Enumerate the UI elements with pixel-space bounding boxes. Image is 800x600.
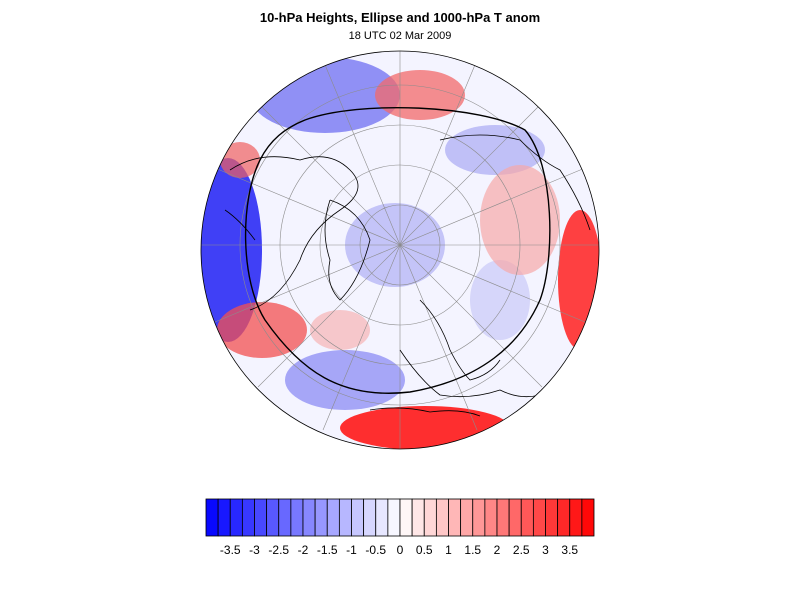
coastlines-icon — [224, 134, 591, 417]
colorbar-bin — [581, 498, 595, 537]
colorbar-bin — [351, 498, 365, 537]
colorbar-bin — [241, 498, 255, 537]
vortex-ellipse-icon — [244, 106, 551, 394]
colorbar-tick-label: 0.5 — [415, 543, 433, 557]
colorbar-bin — [484, 498, 498, 537]
colorbar-bin — [302, 498, 316, 537]
colorbar-bin — [375, 498, 389, 537]
colorbar-bin — [569, 498, 583, 537]
map-subtitle: 18 UTC 02 Mar 2009 — [348, 30, 452, 42]
colorbar-tick-label: 3 — [542, 543, 549, 557]
colorbar-tick-label: -1 — [346, 543, 357, 557]
colorbar-bin — [508, 498, 522, 537]
map-title: 10-hPa Heights, Ellipse and 1000-hPa T a… — [259, 10, 541, 25]
colorbar-bin — [217, 498, 231, 537]
colorbar-bin — [411, 498, 425, 537]
colorbar-tick-label: -0.5 — [365, 543, 387, 557]
colorbar-bin — [448, 498, 462, 537]
colorbar-bin — [314, 498, 328, 537]
colorbar-tick-label: -2.5 — [268, 543, 290, 557]
colorbar-bin — [387, 498, 401, 537]
colorbar-tick-label: 1 — [445, 543, 452, 557]
colorbar-bin — [326, 498, 340, 537]
colorbar-bin — [290, 498, 304, 537]
colorbar-bin — [532, 498, 546, 537]
colorbar-tick-label: -2 — [297, 543, 309, 557]
colorbar-tick-label: -3.5 — [219, 543, 241, 557]
colorbar-tick-label: 0 — [396, 543, 404, 557]
colorbar-bin — [472, 498, 486, 537]
colorbar-tick-label: -3 — [249, 543, 260, 557]
colorbar-bin — [229, 498, 243, 537]
colorbar-bin — [520, 498, 534, 537]
colorbar-bin — [278, 498, 292, 537]
map-boundary — [200, 50, 600, 450]
colorbar-bin — [423, 498, 437, 537]
colorbar-bin — [363, 498, 377, 537]
colorbar-tick-label: 2 — [493, 543, 501, 557]
colorbar-bin — [399, 498, 413, 537]
colorbar-bin — [266, 498, 280, 537]
colorbar-bin — [254, 498, 268, 537]
lat-lon-grid-icon — [201, 51, 599, 449]
colorbar-tick-label: 1.5 — [464, 543, 482, 557]
colorbar-bin — [496, 498, 510, 537]
colorbar — [205, 498, 595, 537]
colorbar-labels: -3.5 -3 -2.5 -2 -1.5 -1 -0.5 0 0.5 1 1.5 2 2.5 3 3.5 — [206, 543, 594, 559]
colorbar-bin — [205, 498, 219, 537]
colorbar-bin — [557, 498, 571, 537]
colorbar-tick-label: -1.5 — [316, 543, 338, 557]
anomaly-field — [201, 51, 599, 449]
colorbar-tick-label: 2.5 — [512, 543, 530, 557]
colorbar-bin — [460, 498, 474, 537]
colorbar-bin — [545, 498, 559, 537]
colorbar-tick-label: 3.5 — [561, 543, 579, 557]
colorbar-bin — [435, 498, 449, 537]
colorbar-bin — [338, 498, 352, 537]
